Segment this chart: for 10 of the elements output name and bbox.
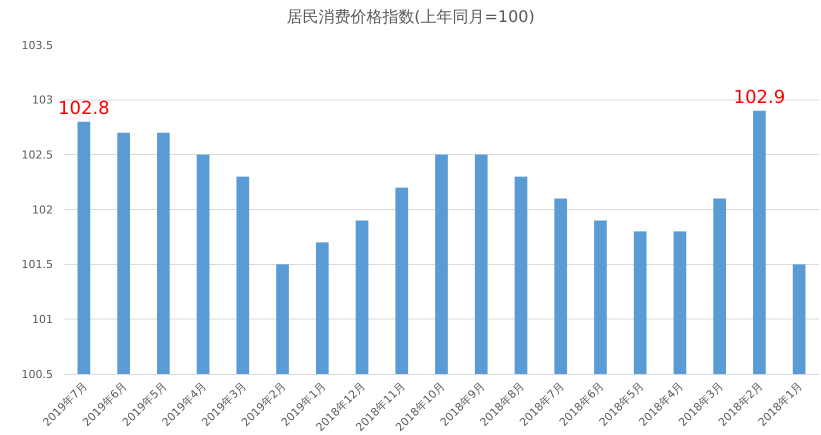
y-tick-label: 103.5	[22, 38, 53, 52]
chart-title: 居民消费价格指数(上年同月=100)	[286, 7, 535, 26]
y-tick-label: 101.5	[22, 258, 53, 272]
y-tick-label: 102.5	[22, 148, 53, 162]
y-tick-label: 103	[32, 94, 53, 107]
y-tick-label: 102	[32, 203, 53, 216]
data-label: 102.8	[58, 98, 110, 119]
data-label: 102.9	[734, 86, 786, 108]
y-tick-label: 100.5	[22, 368, 53, 381]
y-tick-label: 101	[32, 313, 53, 326]
